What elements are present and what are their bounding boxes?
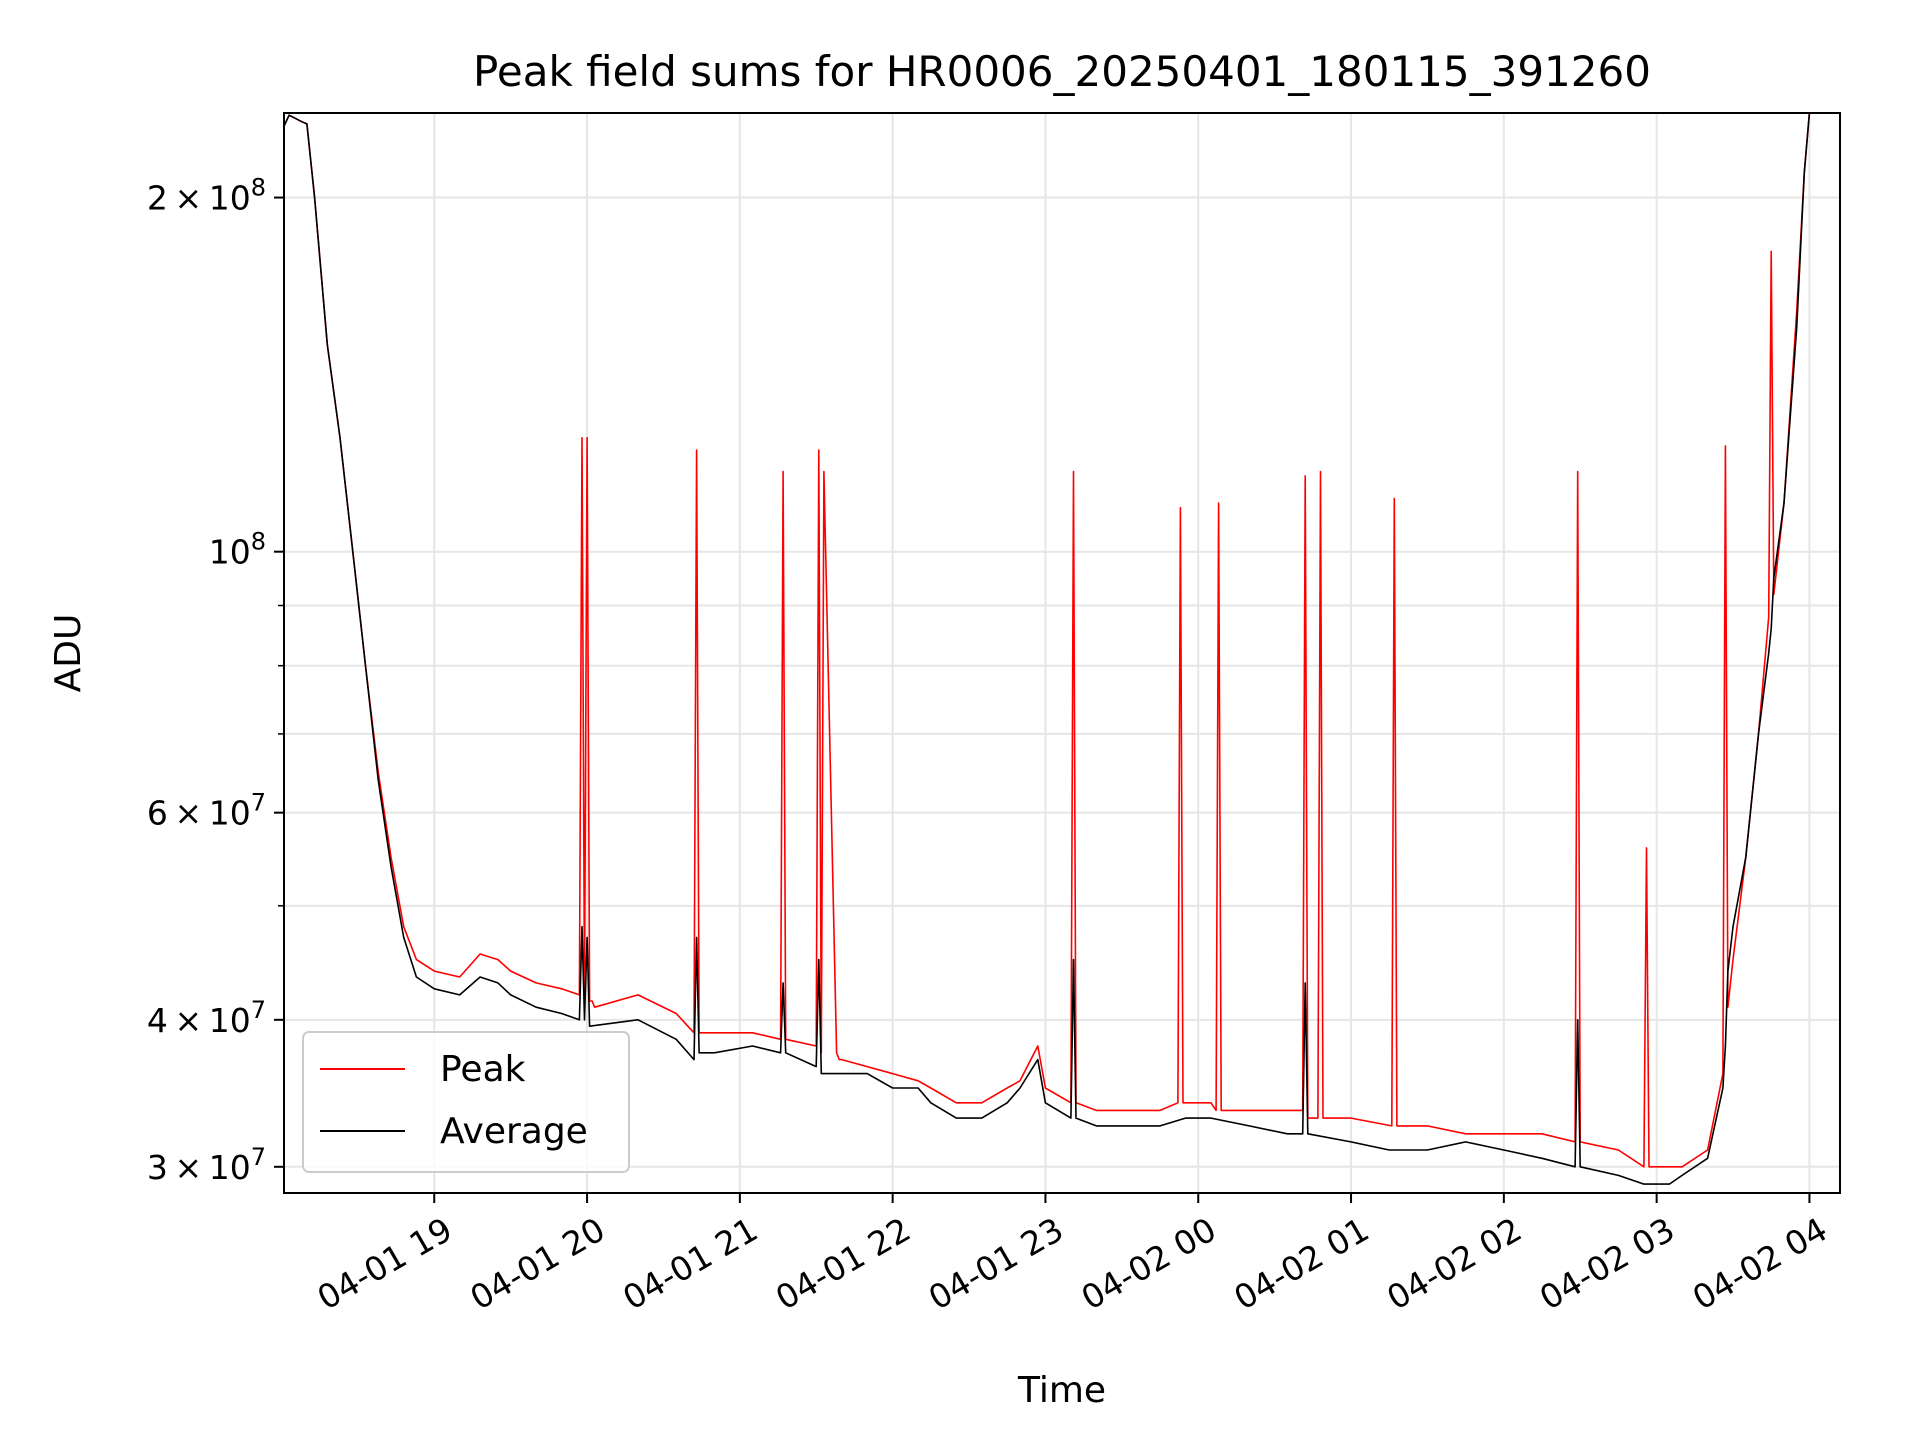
y-axis-title: ADU bbox=[48, 614, 89, 693]
y-tick-label: 6 × 107 bbox=[147, 789, 266, 833]
x-tick-label: 04-02 01 bbox=[1227, 1210, 1375, 1318]
legend-label-peak: Peak bbox=[440, 1049, 526, 1090]
plot-frame bbox=[283, 112, 1841, 1194]
legend-frame bbox=[302, 1031, 630, 1173]
series-layer bbox=[284, 113, 1811, 1185]
y-tick-label: 4 × 107 bbox=[147, 996, 266, 1040]
x-tick-label: 04-02 04 bbox=[1686, 1210, 1834, 1318]
x-tick-label: 04-01 21 bbox=[616, 1210, 764, 1318]
x-tick-label: 04-01 23 bbox=[922, 1210, 1070, 1318]
y-tick-label: 2 × 108 bbox=[147, 174, 266, 218]
legend: Peak Average bbox=[302, 1031, 630, 1173]
x-tick-label: 04-02 02 bbox=[1380, 1210, 1528, 1318]
x-tick-label: 04-01 20 bbox=[463, 1210, 611, 1318]
x-tick-label: 04-02 00 bbox=[1075, 1210, 1223, 1318]
y-tick-label: 3 × 107 bbox=[147, 1143, 266, 1187]
x-axis-title: Time bbox=[1017, 1370, 1106, 1411]
x-tick-label: 04-01 19 bbox=[311, 1210, 459, 1318]
peak-series-line bbox=[284, 113, 1811, 1168]
x-tick-label: 04-02 03 bbox=[1533, 1210, 1681, 1318]
x-tick-label: 04-01 22 bbox=[769, 1210, 917, 1318]
chart-title: Peak field sums for HR0006_20250401_1801… bbox=[473, 47, 1651, 96]
y-tick-label: 108 bbox=[209, 528, 266, 572]
average-series-line bbox=[284, 113, 1811, 1185]
legend-label-average: Average bbox=[440, 1111, 588, 1152]
